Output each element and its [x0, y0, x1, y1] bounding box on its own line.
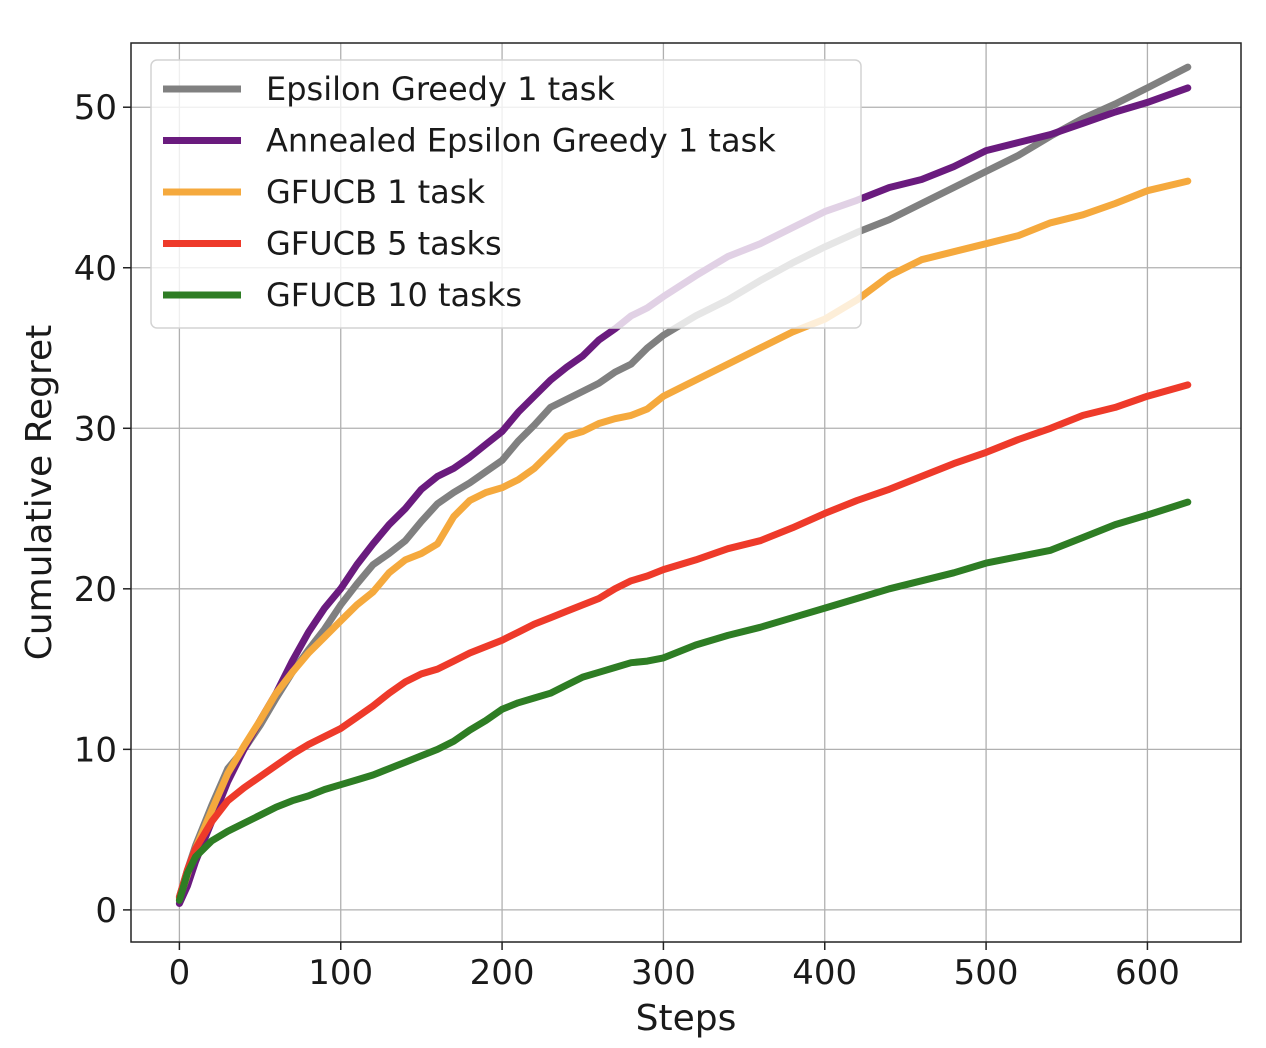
x-tick-label: 200: [470, 953, 535, 993]
x-tick-label: 100: [308, 953, 373, 993]
series-layer: [175, 63, 1192, 907]
y-tick-label: 20: [74, 570, 117, 610]
x-tick-label: 500: [954, 953, 1019, 993]
x-tick-label: 400: [792, 953, 857, 993]
y-tick-label: 10: [74, 730, 117, 770]
y-axis-label: Cumulative Regret: [19, 325, 60, 661]
series-line-3: [175, 381, 1192, 901]
x-axis-label: Steps: [636, 998, 737, 1039]
x-tick-label: 0: [169, 953, 191, 993]
series-line-2: [175, 177, 1192, 903]
y-tick-label: 50: [74, 88, 117, 128]
legend-label: Epsilon Greedy 1 task: [266, 70, 615, 108]
x-tick-label: 600: [1115, 953, 1180, 993]
legend-label: GFUCB 10 tasks: [266, 276, 522, 314]
legend-label: Annealed Epsilon Greedy 1 task: [266, 122, 776, 160]
legend: Epsilon Greedy 1 task Annealed Epsilon Gr…: [150, 59, 862, 329]
plot-frame: [130, 42, 1242, 943]
y-tick-label: 0: [95, 891, 117, 931]
legend-box: [150, 59, 862, 329]
y-tick-label: 40: [74, 249, 117, 289]
legend-label: GFUCB 5 tasks: [266, 225, 502, 263]
axis-ticks: 0 100 200 300 400 500 600 0 10 20 30 40 50: [74, 88, 1180, 993]
x-tick-label: 300: [631, 953, 696, 993]
y-tick-label: 30: [74, 409, 117, 449]
legend-label: GFUCB 1 task: [266, 173, 485, 211]
series-line-1: [175, 84, 1192, 907]
series-line-4: [175, 498, 1192, 904]
